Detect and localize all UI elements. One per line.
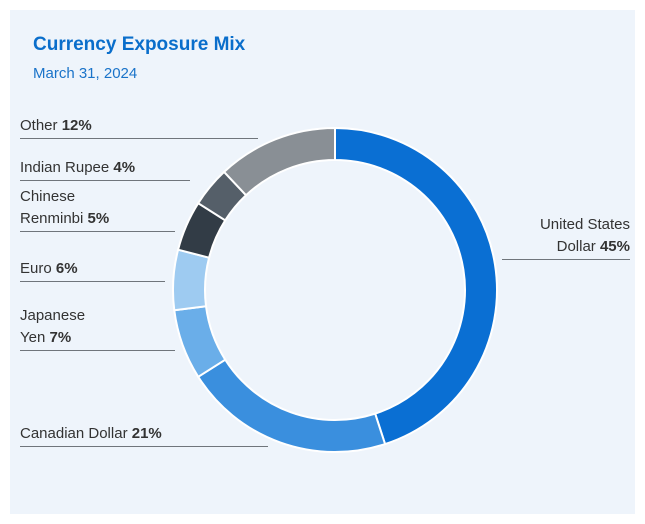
category-name: Chinese Renminbi [20,188,84,227]
leader-line [20,446,268,447]
value-label: 5% [87,210,110,227]
value-label: 21% [131,425,162,442]
leader-line [20,138,258,139]
slice-label: Japanese Yen 7% [20,305,100,349]
leader-line [20,281,165,282]
chart-subtitle: March 31, 2024 [33,65,138,82]
category-name: Indian Rupee [20,159,110,176]
leader-line [20,231,175,232]
category-name: Japanese Yen [20,307,86,346]
category-name: Euro [20,260,52,277]
value-label: 6% [55,260,78,277]
leader-line [502,259,630,260]
value-label: 7% [49,329,72,346]
slice-label: Euro 6% [20,258,270,280]
slice-label: Canadian Dollar 21% [20,423,270,445]
slice-label: Indian Rupee 4% [20,157,270,179]
value-label: 4% [113,159,136,176]
slice-label: Other 12% [20,115,270,137]
slice-label: United States Dollar 45% [520,214,630,258]
category-name: Other [20,117,58,134]
donut-slice [334,126,498,446]
leader-line [20,350,175,351]
category-name: Canadian Dollar [20,425,128,442]
value-label: 12% [61,117,92,134]
value-label: 45% [599,238,630,255]
donut-slice [222,126,336,197]
chart-title: Currency Exposure Mix [33,34,246,55]
category-name: United States Dollar [539,216,630,255]
leader-line [20,180,190,181]
slice-label: Chinese Renminbi 5% [20,186,120,230]
